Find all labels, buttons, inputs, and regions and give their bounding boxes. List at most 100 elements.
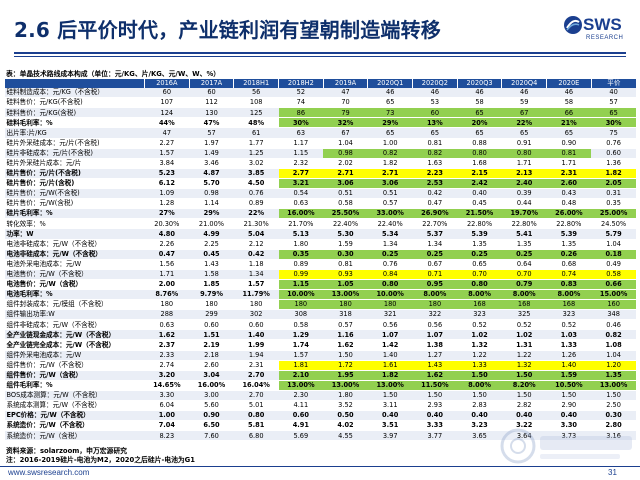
table-cell: 60 <box>144 88 190 99</box>
table-cell: 0.58 <box>323 198 368 210</box>
table-cell: 10.00% <box>278 289 324 301</box>
table-cell: 20% <box>457 117 502 129</box>
table-cell: 180 <box>189 299 234 311</box>
table-cell: 6.12 <box>144 178 190 190</box>
table-cell: 5.30 <box>323 228 368 240</box>
table-cell: 66 <box>546 107 592 119</box>
table-cell: 1.97 <box>189 138 234 149</box>
table-cell: 1.20 <box>591 360 636 371</box>
table-cell: 0.46 <box>591 319 636 331</box>
table-cell: 65 <box>457 127 502 139</box>
table-cell: 0.76 <box>367 259 413 270</box>
table-cell: 1.63 <box>412 158 458 169</box>
table-cell: 21.50% <box>457 208 502 220</box>
table-cell: 107 <box>144 97 190 109</box>
table-cell: 1.15 <box>278 279 324 290</box>
table-cell: 1.50 <box>457 370 502 381</box>
table-cell: 0.68 <box>546 259 592 270</box>
table-cell: 0.89 <box>233 198 279 210</box>
table-cell: 65 <box>457 107 502 119</box>
table-cell: 29% <box>367 117 413 129</box>
series-note: 注：2016-2019硅片-电池为M2，2020之后硅片-电池为G1 <box>6 456 195 464</box>
header-cell <box>4 79 145 89</box>
table-cell: 0.81 <box>323 259 368 270</box>
table-row: 电池非硅成本：元/W（不含税） 2.26 2.25 2.12 1.80 1.59 1.34 1… <box>4 239 636 250</box>
table-cell: 1.29 <box>278 329 324 341</box>
table-cell: 2.33 <box>144 350 190 361</box>
table-cell: 0.65 <box>457 259 502 270</box>
table-cell: 1.62 <box>323 339 368 351</box>
table-cell: 46 <box>546 88 592 99</box>
table-cell: 2.90 <box>546 400 592 412</box>
table-cell: 0.42 <box>233 249 279 260</box>
table-cell: 3.30 <box>144 390 190 402</box>
table-cell: 180 <box>323 299 368 311</box>
row-label: 组件非硅成本：元/W（不含税） <box>4 319 145 331</box>
notes: 资料来源：solarzoom，申万宏源研究 注：2016-2019硅片-电池为M… <box>6 447 195 465</box>
footer-divider <box>0 466 640 467</box>
table-row: 组件外采电池成本：元/W 2.33 2.18 1.94 1.57 1.50 1.40 1.27… <box>4 350 636 361</box>
table-cell: 0.60 <box>591 148 636 159</box>
table-cell: 0.52 <box>457 319 502 331</box>
table-cell: 0.98 <box>323 148 368 159</box>
table-cell: 1.81 <box>278 360 324 371</box>
table-cell: 3.77 <box>412 430 458 442</box>
table-cell: 3.02 <box>233 158 279 169</box>
page-number: 31 <box>608 468 617 477</box>
row-label: 转化效率：% <box>4 218 145 230</box>
table-cell: 0.40 <box>457 188 502 200</box>
table-cell: 4.99 <box>189 228 234 240</box>
table-cell: 4.02 <box>323 420 368 432</box>
row-label: 硅片售价：元/W(含税) <box>4 198 145 210</box>
logo-text: SWS <box>583 15 622 34</box>
table-cell: 1.14 <box>189 198 234 210</box>
table-cell: 1.34 <box>412 239 458 250</box>
table-cell: 1.50 <box>546 390 592 402</box>
table-cell: 0.40 <box>412 410 458 422</box>
table-cell: 1.07 <box>412 329 458 341</box>
table-cell: 2.00 <box>144 279 190 290</box>
table-cell: 1.05 <box>323 279 368 290</box>
table-cell: 180 <box>278 299 324 311</box>
header-cell: 2016A <box>144 79 190 89</box>
table-row: 电池售价：元/W（不含税） 1.71 1.58 1.34 0.99 0.93 0.84 0.7… <box>4 269 636 280</box>
table-cell: 1.80 <box>278 239 324 250</box>
table-cell: 3.85 <box>233 168 279 179</box>
table-cell: 0.64 <box>501 259 547 270</box>
table-cell: 24.50% <box>591 218 636 230</box>
row-label: 组件毛利率：% <box>4 380 145 391</box>
table-cell: 1.57 <box>278 350 324 361</box>
table-cell: 5.79 <box>591 228 636 240</box>
table-cell: 302 <box>233 309 279 321</box>
table-cell: 0.51 <box>323 188 368 200</box>
table-cell: 1.18 <box>233 259 279 270</box>
table-cell: 0.26 <box>546 249 592 260</box>
table-cell: 5.34 <box>367 228 413 240</box>
table-row: 硅料售价：元/KG(含税) 124 130 125 86 79 73 60 65 67 66 65 <box>4 107 636 119</box>
footer-url[interactable]: www.swsresearch.com <box>8 468 90 477</box>
table-cell: 1.32 <box>457 339 502 351</box>
table-cell: 1.71 <box>144 269 190 280</box>
table-cell: 5.13 <box>278 228 324 240</box>
table-cell: 160 <box>591 299 636 311</box>
table-cell: 13.00% <box>591 380 636 391</box>
table-row: 电池非硅成本：元/W（不含税） 0.47 0.45 0.42 0.35 0.30 0.25 0… <box>4 249 636 260</box>
table-cell: 65 <box>591 107 636 119</box>
table-cell: 112 <box>189 97 234 109</box>
table-cell: 1.34 <box>233 269 279 280</box>
header-cell: 平价 <box>590 79 636 89</box>
table-cell: 3.33 <box>412 420 458 432</box>
table-cell: 3.20 <box>144 370 190 381</box>
table-cell: 11.50% <box>412 380 458 391</box>
row-label: 硅片外采硅片成本：元/片 <box>4 158 145 169</box>
table-cell: 75 <box>591 127 636 139</box>
table-cell: 1.50 <box>591 390 636 402</box>
table-cell: 1.00 <box>144 410 190 422</box>
table-cell: 60 <box>189 88 234 99</box>
table-cell: 3.11 <box>367 400 413 412</box>
table-cell: 22.80% <box>546 218 592 230</box>
table-cell: 0.51 <box>367 188 413 200</box>
table-cell: 0.35 <box>591 198 636 210</box>
table-cell: 0.40 <box>546 410 592 422</box>
table-cell: 1.51 <box>189 329 234 341</box>
